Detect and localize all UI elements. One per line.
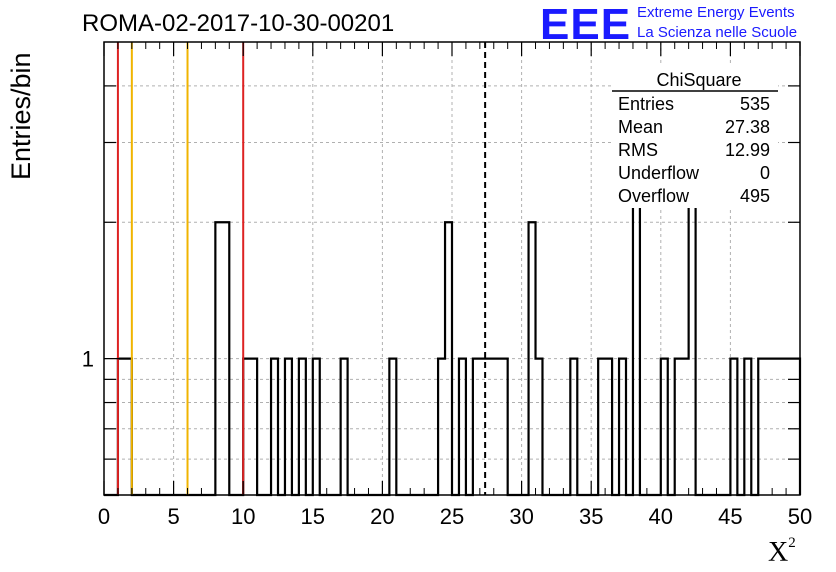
stats-label: Underflow — [618, 163, 700, 183]
histogram-bin — [313, 359, 320, 495]
stats-title: ChiSquare — [656, 70, 741, 90]
stats-label: RMS — [618, 140, 658, 160]
histogram-bin — [215, 222, 222, 495]
logo-line-2: La Scienza nelle Scuole — [637, 24, 798, 41]
stats-value: 27.38 — [725, 117, 770, 137]
histogram-bin — [501, 359, 508, 495]
x-tick-label: 45 — [718, 504, 742, 529]
histogram-bin — [271, 359, 278, 495]
x-axis-label-superscript: 2 — [788, 535, 796, 551]
histogram-bin — [772, 359, 779, 495]
stats-value: 495 — [740, 186, 770, 206]
histogram-bin — [730, 359, 737, 495]
histogram-bin — [744, 359, 751, 495]
x-tick-label: 35 — [579, 504, 603, 529]
histogram-bin — [389, 359, 396, 495]
logo-line-1: Extreme Energy Events — [637, 4, 795, 21]
histogram-bin — [619, 359, 626, 495]
histogram-bin — [285, 359, 292, 495]
x-tick-label: 50 — [788, 504, 812, 529]
histogram-bin — [598, 359, 605, 495]
x-tick-label: 40 — [649, 504, 673, 529]
histogram-bin — [118, 359, 125, 495]
histogram-bin — [682, 359, 689, 495]
histogram-bin — [494, 359, 501, 495]
histogram-bin — [779, 359, 786, 495]
histogram-bin — [445, 222, 452, 495]
x-tick-label: 10 — [231, 504, 255, 529]
stats-value: 535 — [740, 94, 770, 114]
stats-label: Overflow — [618, 186, 690, 206]
x-axis-label-base: Χ — [768, 537, 789, 568]
histogram-bin — [765, 359, 772, 495]
histogram-bin — [605, 359, 612, 495]
x-tick-label: 5 — [167, 504, 179, 529]
histogram-bin — [487, 359, 494, 495]
histogram-bin — [250, 359, 257, 495]
stats-value: 12.99 — [725, 140, 770, 160]
histogram-bin — [243, 359, 250, 495]
histogram-bin — [473, 359, 480, 495]
eee-logo: EEE — [540, 0, 632, 49]
x-tick-label: 30 — [509, 504, 533, 529]
histogram-bin — [125, 359, 132, 495]
y-tick-label: 1 — [82, 347, 94, 372]
chart-title: ROMA-02-2017-10-30-00201 — [82, 10, 395, 37]
histogram-bin — [299, 359, 306, 495]
stats-label: Entries — [618, 94, 674, 114]
histogram-bin — [529, 222, 536, 495]
x-tick-label: 15 — [301, 504, 325, 529]
histogram-bin — [536, 359, 543, 495]
histogram-bin — [758, 359, 765, 495]
histogram-bin — [341, 359, 348, 495]
stats-box — [612, 66, 778, 208]
stats-value: 0 — [760, 163, 770, 183]
x-axis-label: Χ2 — [768, 535, 796, 569]
x-tick-label: 20 — [370, 504, 394, 529]
x-tick-label: 25 — [440, 504, 464, 529]
stats-label: Mean — [618, 117, 663, 137]
histogram-bin — [222, 222, 229, 495]
histogram-bin — [570, 359, 577, 495]
histogram-bin — [438, 359, 445, 495]
x-tick-label: 0 — [98, 504, 110, 529]
histogram-bin — [459, 359, 466, 495]
histogram-bin — [661, 359, 668, 495]
histogram-bin — [675, 359, 682, 495]
